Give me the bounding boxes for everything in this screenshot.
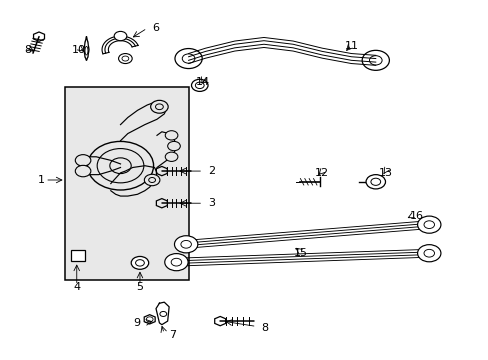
Circle shape <box>191 79 207 91</box>
Text: 12: 12 <box>315 168 329 178</box>
Circle shape <box>75 165 91 177</box>
Circle shape <box>417 216 440 233</box>
Text: 6: 6 <box>152 23 159 33</box>
Polygon shape <box>156 302 169 325</box>
Circle shape <box>423 221 434 229</box>
Circle shape <box>122 56 128 61</box>
Circle shape <box>118 54 132 64</box>
Circle shape <box>150 100 168 113</box>
Circle shape <box>146 317 153 322</box>
Circle shape <box>370 178 380 185</box>
Text: 13: 13 <box>378 168 392 178</box>
Circle shape <box>366 175 385 189</box>
Text: 8: 8 <box>261 323 268 333</box>
Circle shape <box>167 141 180 151</box>
FancyBboxPatch shape <box>71 250 85 261</box>
Circle shape <box>110 158 131 174</box>
Circle shape <box>148 177 155 183</box>
Text: 7: 7 <box>169 330 176 341</box>
Circle shape <box>135 260 144 266</box>
Circle shape <box>171 258 182 266</box>
Text: 10: 10 <box>72 45 86 55</box>
Circle shape <box>362 50 388 70</box>
Circle shape <box>417 245 440 262</box>
Circle shape <box>87 141 153 190</box>
Text: 4: 4 <box>73 282 80 292</box>
Circle shape <box>164 253 188 271</box>
Circle shape <box>175 49 202 68</box>
Text: 9: 9 <box>133 318 140 328</box>
Text: 3: 3 <box>207 198 215 208</box>
Text: 14: 14 <box>196 77 210 87</box>
Circle shape <box>181 240 191 248</box>
Circle shape <box>144 174 160 186</box>
Text: 15: 15 <box>293 248 307 258</box>
Text: 1: 1 <box>38 175 45 185</box>
Circle shape <box>165 131 178 140</box>
Text: 8: 8 <box>24 45 32 55</box>
Circle shape <box>423 249 434 257</box>
Text: 16: 16 <box>409 211 423 221</box>
Circle shape <box>97 149 143 183</box>
Circle shape <box>195 82 203 89</box>
Circle shape <box>174 236 198 253</box>
Text: 5: 5 <box>136 282 143 292</box>
Circle shape <box>369 56 381 65</box>
Circle shape <box>114 31 126 41</box>
Polygon shape <box>84 37 89 60</box>
Text: 2: 2 <box>207 166 215 176</box>
Circle shape <box>165 152 178 161</box>
Text: 11: 11 <box>344 41 358 51</box>
Bar <box>64 87 188 280</box>
Circle shape <box>75 155 91 166</box>
Circle shape <box>182 54 195 63</box>
Circle shape <box>131 256 148 269</box>
Circle shape <box>155 104 163 110</box>
Circle shape <box>160 311 166 316</box>
